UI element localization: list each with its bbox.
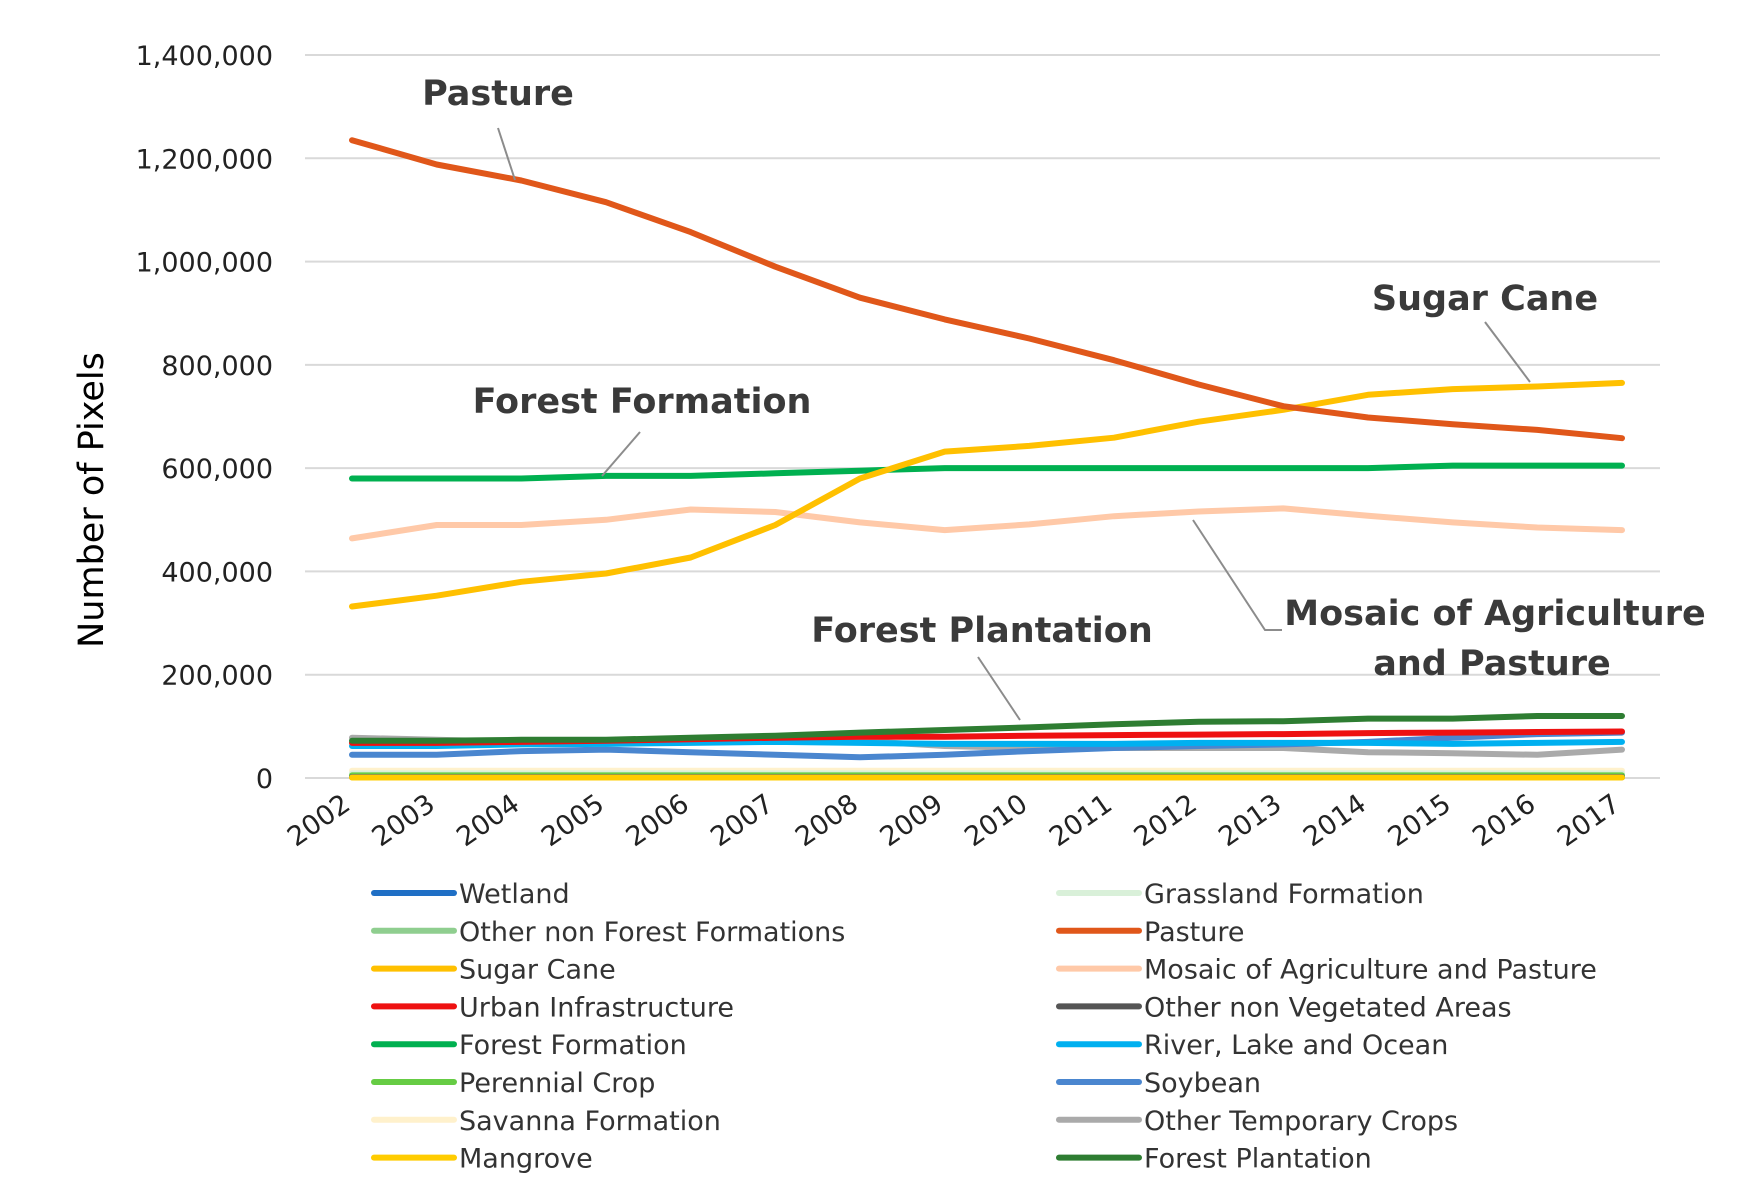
y-axis-label: Number of Pixels <box>72 352 112 648</box>
series-line-forest-formation <box>349 462 1625 482</box>
x-tick-label: 2005 <box>536 788 610 853</box>
legend-item-forest-formation: Forest Formation <box>371 1030 687 1061</box>
annotation-mosaic-line1: Mosaic of Agriculture <box>1284 594 1705 634</box>
legend-item-other-non-vegetated-areas: Other non Vegetated Areas <box>1056 992 1512 1023</box>
legend-label: Urban Infrastructure <box>459 992 734 1023</box>
series-line-sugar-cane <box>349 379 1625 610</box>
legend-item-grassland-formation: Grassland Formation <box>1056 879 1424 910</box>
legend-item-other-non-forest-formations: Other non Forest Formations <box>371 917 845 948</box>
legend-item-wetland: Wetland <box>371 879 570 910</box>
x-tick-label: 2016 <box>1467 788 1541 853</box>
x-tick-label: 2017 <box>1552 788 1626 853</box>
legend-item-perennial-crop: Perennial Crop <box>371 1068 655 1099</box>
x-tick-label: 2015 <box>1383 788 1457 853</box>
legend-label: Forest Formation <box>459 1030 687 1061</box>
x-tick-label: 2008 <box>790 788 864 853</box>
legend-item-river-lake-and-ocean: River, Lake and Ocean <box>1056 1030 1448 1061</box>
legend-item-other-temporary-crops: Other Temporary Crops <box>1056 1106 1458 1137</box>
y-tick-label: 1,200,000 <box>136 144 273 175</box>
x-axis-tick-labels: 2002 2003 2004 2005 2006 2007 2008 2009 2010 2011… <box>282 788 1626 853</box>
legend-label: Other Temporary Crops <box>1144 1106 1458 1137</box>
x-tick-label: 2011 <box>1044 788 1118 853</box>
series-line-forest-plantation <box>349 713 1625 744</box>
legend-item-soybean: Soybean <box>1056 1068 1261 1099</box>
legend-label: Wetland <box>459 879 570 910</box>
leader-line-mosaic <box>1192 519 1282 631</box>
y-tick-label: 400,000 <box>161 557 273 588</box>
leader-line-forest-formation <box>601 431 641 477</box>
annotation-forest-plantation: Forest Plantation <box>811 611 1153 651</box>
leader-line-sugar-cane <box>1484 321 1531 383</box>
y-tick-label: 0 <box>256 764 273 795</box>
legend-label: Sugar Cane <box>459 955 616 986</box>
legend-item-mangrove: Mangrove <box>371 1144 593 1175</box>
leader-line-pasture <box>497 127 516 181</box>
annotation-mosaic-line2: and Pasture <box>1373 644 1611 684</box>
legend-label: River, Lake and Ocean <box>1144 1030 1448 1061</box>
legend-item-sugar-cane: Sugar Cane <box>371 955 616 986</box>
legend-label: Savanna Formation <box>459 1106 721 1137</box>
legend-label: Other non Vegetated Areas <box>1144 992 1512 1023</box>
legend-item-urban-infrastructure: Urban Infrastructure <box>371 992 734 1023</box>
x-tick-label: 2010 <box>959 788 1033 853</box>
leader-line-forest-plantation <box>977 656 1021 721</box>
series-lines <box>349 137 1625 781</box>
legend-label: Forest Plantation <box>1144 1144 1372 1175</box>
x-tick-label: 2009 <box>875 788 949 853</box>
x-tick-label: 2007 <box>705 788 779 853</box>
legend-item-forest-plantation: Forest Plantation <box>1056 1144 1372 1175</box>
legend-item-savanna-formation: Savanna Formation <box>371 1106 721 1137</box>
annotation-forest-formation: Forest Formation <box>473 382 812 422</box>
y-axis-tick-labels: 0 200,000 400,000 600,000 800,000 1,000,000 1,… <box>136 41 273 795</box>
legend-label: Grassland Formation <box>1144 879 1424 910</box>
x-tick-label: 2004 <box>451 788 525 853</box>
annotation-sugar-cane: Sugar Cane <box>1372 279 1598 319</box>
x-tick-label: 2003 <box>367 788 441 853</box>
x-tick-label: 2012 <box>1129 788 1203 853</box>
y-tick-label: 800,000 <box>161 351 273 382</box>
series-line-pasture <box>349 137 1625 442</box>
legend-item-mosaic-of-agriculture-and-pasture: Mosaic of Agriculture and Pasture <box>1056 955 1597 986</box>
legend-label: Soybean <box>1144 1068 1261 1099</box>
y-tick-label: 600,000 <box>161 454 273 485</box>
legend-item-pasture: Pasture <box>1056 917 1245 948</box>
legend-label: Perennial Crop <box>459 1068 655 1099</box>
gridlines <box>305 54 1660 779</box>
x-tick-label: 2002 <box>282 788 356 853</box>
series-line-soybean <box>349 729 1625 761</box>
series-line-mosaic-of-agriculture-and-pasture <box>349 505 1625 542</box>
annotations: Pasture Sugar Cane Forest Formation Mosa… <box>422 74 1706 684</box>
annotation-pasture: Pasture <box>422 74 574 114</box>
annotation-leader-lines <box>497 127 1531 721</box>
y-tick-label: 1,000,000 <box>136 248 273 279</box>
x-tick-label: 2013 <box>1213 788 1287 853</box>
legend-label: Mangrove <box>459 1144 593 1175</box>
x-tick-label: 2014 <box>1298 788 1372 853</box>
legend-label: Mosaic of Agriculture and Pasture <box>1144 955 1597 986</box>
y-tick-label: 1,400,000 <box>136 41 273 72</box>
legend-label: Pasture <box>1144 917 1245 948</box>
legend-label: Other non Forest Formations <box>459 917 845 948</box>
x-tick-label: 2006 <box>621 788 695 853</box>
y-tick-label: 200,000 <box>161 661 273 692</box>
legend: Wetland Grassland Formation Other non Fore… <box>371 879 1597 1175</box>
